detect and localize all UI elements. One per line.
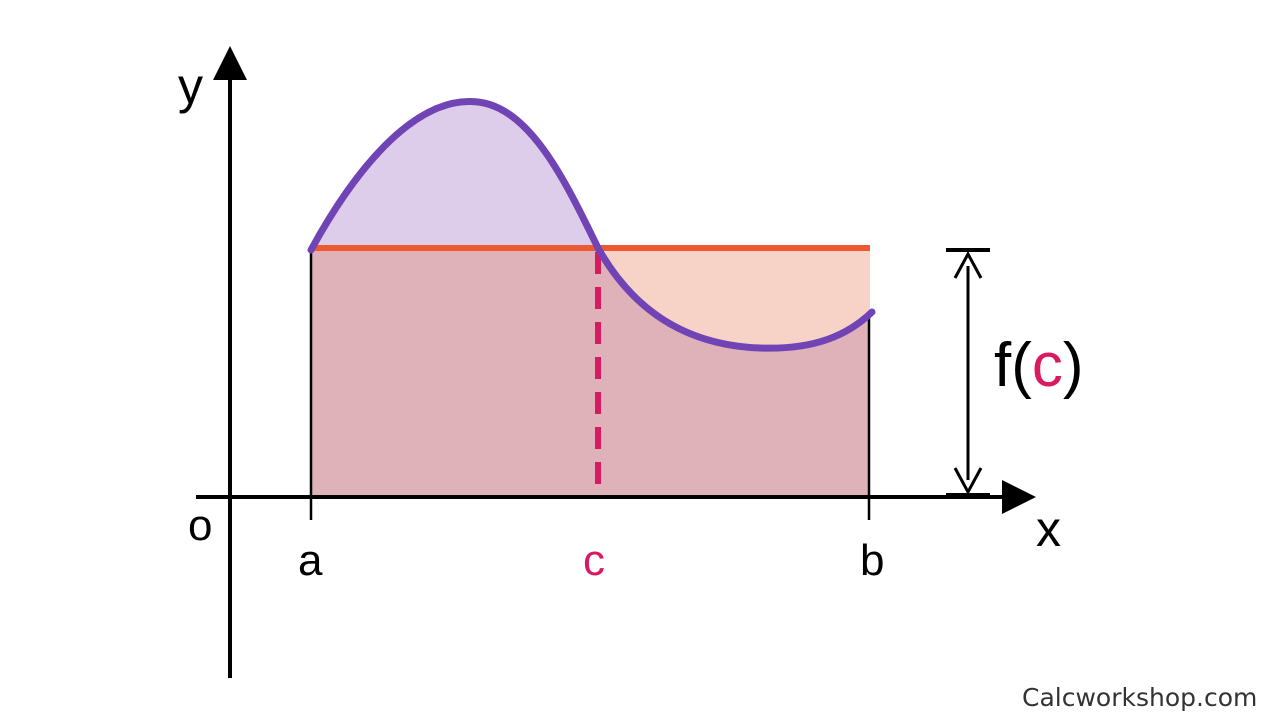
fc-label-c: c bbox=[1032, 331, 1063, 400]
fc-label-suffix: ) bbox=[1063, 331, 1084, 400]
origin-label: o bbox=[188, 501, 212, 550]
b-label: b bbox=[860, 536, 884, 585]
fc-marker-down-arrowhead bbox=[953, 467, 983, 496]
fc-label-prefix: f( bbox=[994, 331, 1032, 400]
watermark: Calcworkshop.com bbox=[1022, 683, 1257, 712]
x-axis-label: x bbox=[1036, 501, 1061, 557]
area-between-line-and-curve bbox=[598, 248, 870, 349]
c-label: c bbox=[583, 536, 605, 585]
y-axis-label: y bbox=[178, 58, 203, 114]
function-curve bbox=[307, 98, 876, 352]
fc-label: f(c) bbox=[994, 331, 1084, 400]
fc-marker-up-arrowhead bbox=[953, 250, 983, 279]
a-label: a bbox=[298, 536, 323, 585]
area-above-average-line bbox=[311, 101, 598, 248]
y-axis-arrowhead bbox=[213, 46, 247, 80]
x-axis-arrowhead bbox=[1002, 480, 1036, 514]
